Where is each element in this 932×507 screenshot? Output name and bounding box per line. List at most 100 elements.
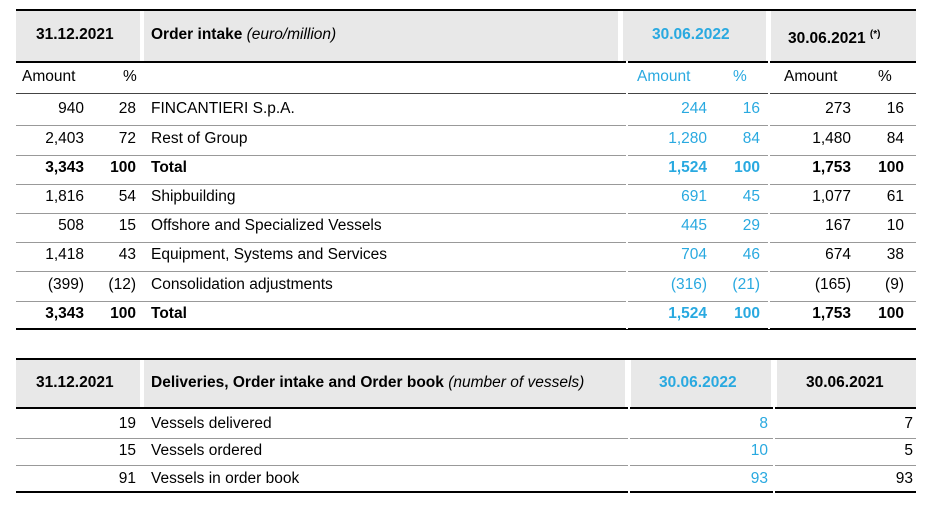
cell-v3: 5 xyxy=(904,442,913,459)
column-gap xyxy=(768,61,770,329)
row-label: Consolidation adjustments xyxy=(151,276,333,293)
subheader-rule xyxy=(16,93,916,94)
row-rule xyxy=(16,184,916,185)
header-title: Deliveries, Order intake and Order book … xyxy=(151,373,584,393)
cell-a3: 1,753 xyxy=(812,305,851,322)
cell-p3: 100 xyxy=(878,159,904,176)
cell-v3: 93 xyxy=(895,470,913,487)
row-label: Total xyxy=(151,159,187,176)
cell-a1: 3,343 xyxy=(45,159,84,176)
cell-v3: 7 xyxy=(904,415,913,432)
cell-a2: 691 xyxy=(681,188,707,205)
cell-a2: 1,280 xyxy=(668,130,707,147)
cell-a2: 445 xyxy=(681,217,707,234)
row-rule xyxy=(16,125,916,126)
header-separator xyxy=(771,359,777,407)
header-separator xyxy=(625,359,631,407)
header-last-date: 30.06.2021 (*) xyxy=(788,25,880,49)
row-rule xyxy=(16,465,916,466)
row-rule xyxy=(16,242,916,243)
sub-amount-last: Amount xyxy=(784,68,838,85)
header-prev-date: 31.12.2021 xyxy=(36,374,114,391)
cell-a2: 1,524 xyxy=(668,159,707,176)
cell-a1: 2,403 xyxy=(45,130,84,147)
row-rule xyxy=(16,155,916,156)
cell-a1: 508 xyxy=(58,217,84,234)
cell-a2: 704 xyxy=(681,246,707,263)
cell-p1: 15 xyxy=(118,217,136,234)
header-rule xyxy=(16,61,916,63)
header-separator xyxy=(140,359,144,407)
column-gap xyxy=(773,407,775,493)
header-last-date: 30.06.2021 xyxy=(806,374,884,391)
cell-p1: 54 xyxy=(118,188,136,205)
cell-p1: 100 xyxy=(110,159,136,176)
row-rule xyxy=(16,301,916,302)
row-label: Offshore and Specialized Vessels xyxy=(151,217,382,234)
header-last-date-text: 30.06.2021 xyxy=(788,30,866,48)
cell-a2: 244 xyxy=(681,100,707,117)
cell-p2: 46 xyxy=(742,246,760,263)
header-separator xyxy=(140,10,144,61)
cell-p3: 16 xyxy=(886,100,904,117)
header-separator xyxy=(766,10,771,61)
cell-a3: 1,753 xyxy=(812,159,851,176)
row-label: Rest of Group xyxy=(151,130,248,147)
header-prev-date: 31.12.2021 xyxy=(36,26,114,43)
cell-a3: 1,077 xyxy=(812,188,851,205)
row-label: Vessels delivered xyxy=(151,415,272,432)
column-gap xyxy=(628,407,630,493)
sub-amount-prev: Amount xyxy=(22,68,76,85)
header-unit: (euro/million) xyxy=(246,26,337,43)
sub-amount-cur: Amount xyxy=(637,68,691,85)
cell-a1: 1,816 xyxy=(45,188,84,205)
header-unit: (number of vessels) xyxy=(448,374,585,391)
sub-pct-prev: % xyxy=(123,68,137,85)
row-label: Vessels ordered xyxy=(151,442,263,459)
cell-a1: 940 xyxy=(58,100,84,117)
sub-pct-last: % xyxy=(878,68,892,85)
cell-v1: 15 xyxy=(118,442,136,459)
header-rule xyxy=(16,407,916,409)
row-label: FINCANTIERI S.p.A. xyxy=(151,100,295,117)
cell-p1: 100 xyxy=(110,305,136,322)
cell-p3: 38 xyxy=(886,246,904,263)
cell-v1: 91 xyxy=(118,470,136,487)
row-rule xyxy=(16,438,916,439)
cell-p1: 72 xyxy=(118,130,136,147)
cell-p1: 43 xyxy=(118,246,136,263)
cell-p3: 100 xyxy=(878,305,904,322)
cell-p3: (9) xyxy=(885,276,904,293)
sub-pct-cur: % xyxy=(733,68,747,85)
header-title-text: Order intake xyxy=(151,26,243,43)
cell-p3: 84 xyxy=(886,130,904,147)
cell-v2: 93 xyxy=(750,470,768,487)
row-rule xyxy=(16,271,916,272)
header-title-text: Deliveries, Order intake and Order book xyxy=(151,374,444,391)
bottom-rule xyxy=(16,328,916,330)
row-label: Vessels in order book xyxy=(151,470,300,487)
cell-a1: 3,343 xyxy=(45,305,84,322)
cell-p1: 28 xyxy=(118,100,136,117)
cell-p2: 16 xyxy=(742,100,760,117)
cell-p2: 100 xyxy=(734,305,760,322)
cell-a1: 1,418 xyxy=(45,246,84,263)
row-rule xyxy=(16,213,916,214)
cell-a2: 1,524 xyxy=(668,305,707,322)
row-label: Shipbuilding xyxy=(151,188,236,205)
cell-p3: 61 xyxy=(886,188,904,205)
cell-a3: 674 xyxy=(825,246,851,263)
cell-a3: 273 xyxy=(825,100,851,117)
column-gap xyxy=(626,61,628,329)
cell-p3: 10 xyxy=(886,217,904,234)
cell-p2: (21) xyxy=(732,276,760,293)
cell-v2: 10 xyxy=(750,442,768,459)
cell-p2: 45 xyxy=(742,188,760,205)
cell-p2: 84 xyxy=(742,130,760,147)
row-label: Equipment, Systems and Services xyxy=(151,246,388,263)
top-rule xyxy=(16,358,916,360)
header-title: Order intake (euro/million) xyxy=(151,25,336,45)
top-rule xyxy=(16,9,916,11)
footnote-mark: (*) xyxy=(869,29,881,40)
table2-header-band xyxy=(16,359,916,407)
